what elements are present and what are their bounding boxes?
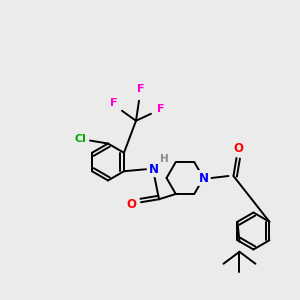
Text: N: N	[199, 172, 208, 184]
Text: O: O	[126, 198, 136, 211]
Text: F: F	[110, 98, 118, 108]
Text: O: O	[233, 142, 244, 154]
Text: Cl: Cl	[74, 134, 86, 143]
Text: H: H	[160, 154, 168, 164]
Text: F: F	[137, 84, 145, 94]
Text: N: N	[149, 163, 159, 176]
Text: F: F	[157, 104, 165, 114]
